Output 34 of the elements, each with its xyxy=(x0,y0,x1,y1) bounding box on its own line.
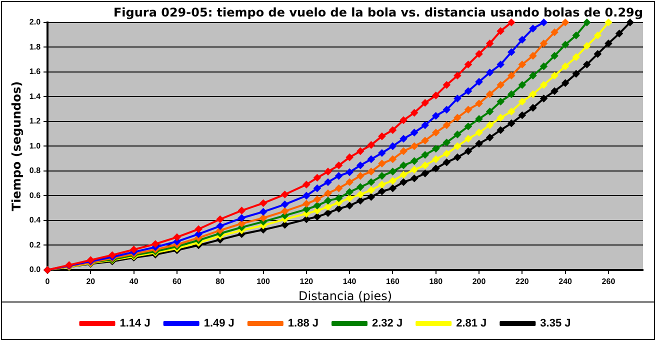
y-axis-title: Tiempo (segundos) xyxy=(9,81,24,212)
legend-label: 1.88 J xyxy=(288,318,319,330)
y-tick-label: 0.6 xyxy=(29,190,42,200)
y-tick-label: 1.0 xyxy=(29,141,42,150)
legend-label: 3.35 J xyxy=(540,318,571,330)
x-tick-label: 240 xyxy=(558,277,573,286)
legend-label: 1.49 J xyxy=(204,318,234,330)
x-tick-label: 260 xyxy=(602,277,616,286)
y-tick-label: 1.6 xyxy=(29,67,42,76)
y-tick-label: 1.8 xyxy=(29,42,42,52)
y-tick-label: 0.2 xyxy=(29,240,42,250)
x-tick-label: 140 xyxy=(342,277,357,286)
y-tick-label: 0.8 xyxy=(29,166,42,176)
x-tick-label: 20 xyxy=(86,277,96,286)
x-tick-label: 80 xyxy=(216,277,226,286)
y-tick-label: 0.4 xyxy=(29,216,42,225)
y-tick-label: 2.0 xyxy=(29,18,42,27)
legend-label: 2.32 J xyxy=(372,318,403,330)
y-tick-label: 1.4 xyxy=(29,92,42,101)
x-tick-label: 220 xyxy=(516,277,530,286)
y-tick-label: 1.2 xyxy=(29,116,42,126)
x-tick-label: 180 xyxy=(429,277,444,286)
x-tick-label: 0 xyxy=(45,277,50,286)
y-tick-label: 0.0 xyxy=(29,265,42,274)
x-tick-label: 100 xyxy=(256,277,270,286)
x-tick-label: 120 xyxy=(300,277,314,286)
x-tick-label: 40 xyxy=(129,277,139,286)
x-tick-label: 160 xyxy=(386,277,400,286)
legend-label: 2.81 J xyxy=(456,318,487,330)
x-tick-label: 200 xyxy=(472,277,486,286)
x-tick-label: 60 xyxy=(172,277,182,286)
legend-label: 1.14 J xyxy=(120,318,150,330)
chart-title: Figura 029-05: tiempo de vuelo de la bola vs. distancia usando bolas de 0.29g xyxy=(113,5,643,20)
x-axis-title: Distancia (pies) xyxy=(298,288,392,303)
